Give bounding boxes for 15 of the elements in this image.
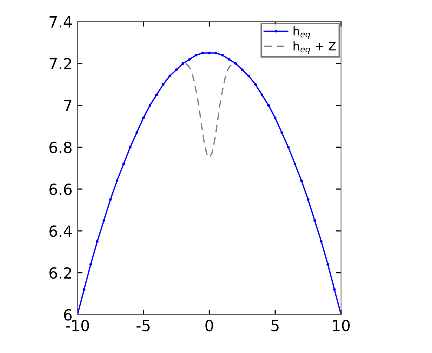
legend-label: h$_{eq}$ + Z (294, 42, 336, 54)
y-tick-label: 6 (64, 309, 72, 321)
x-tick-label: 0 (206, 320, 214, 332)
x-tick-label: 5 (272, 320, 279, 332)
legend-label: h$_{eq}$ (294, 26, 310, 40)
y-tick-label: 6.8 (50, 142, 72, 154)
y-tick-label: 7.2 (50, 58, 72, 70)
y-tick-label: 6.4 (50, 226, 72, 238)
x-tick-label: 10 (333, 320, 350, 332)
y-tick-label: 6.6 (50, 184, 72, 196)
y-tick-label: 6.2 (50, 267, 72, 280)
x-tick-label: -10 (66, 320, 90, 332)
y-tick-label: 7.4 (50, 16, 72, 28)
x-tick-label: -5 (136, 320, 150, 332)
y-tick-label: 7 (64, 100, 72, 112)
